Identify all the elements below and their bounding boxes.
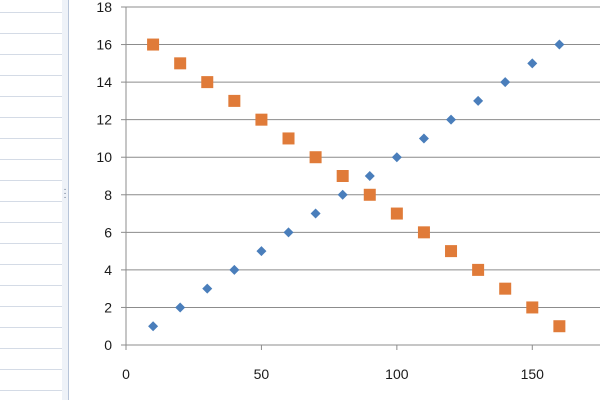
sheet-row-line xyxy=(0,285,62,286)
series-1-point xyxy=(500,77,511,88)
x-tick-label: 0 xyxy=(122,366,130,382)
series-2-point xyxy=(282,132,295,145)
series-1-point xyxy=(527,58,538,69)
x-tick-label: 100 xyxy=(385,366,409,382)
sheet-row-line xyxy=(0,138,62,139)
sheet-row-line xyxy=(0,327,62,328)
y-tick-label: 14 xyxy=(96,74,112,90)
series-2-point xyxy=(526,301,539,314)
sheet-row-line xyxy=(0,201,62,202)
sheet-row-line xyxy=(0,243,62,244)
series-2-point xyxy=(472,263,485,276)
y-tick-label: 0 xyxy=(104,337,112,353)
pane-splitter[interactable] xyxy=(62,0,69,400)
y-tick-label: 18 xyxy=(96,0,112,15)
sheet-row-line xyxy=(0,12,62,13)
series-2-point xyxy=(336,170,349,182)
sheet-row-line xyxy=(0,75,62,76)
gridlines xyxy=(121,6,600,350)
y-tick-label: 2 xyxy=(104,299,112,315)
series-1-point xyxy=(418,133,429,144)
series-2-point xyxy=(417,226,430,239)
series-2-point xyxy=(309,151,322,164)
series-2-point xyxy=(255,113,268,126)
series-2-point xyxy=(445,245,458,258)
series-1-point xyxy=(391,152,402,163)
y-tick-label: 6 xyxy=(104,224,112,240)
data-points xyxy=(147,38,566,333)
series-2-point xyxy=(390,207,403,220)
series-1-point xyxy=(256,246,267,257)
sheet-row-line xyxy=(0,117,62,118)
series-2-point xyxy=(147,38,160,51)
spreadsheet-columns xyxy=(0,0,63,400)
series-1-point xyxy=(283,227,294,238)
y-tick-label: 10 xyxy=(96,149,112,165)
sheet-row-line xyxy=(0,306,62,307)
series-1-point xyxy=(364,171,375,181)
y-tick-label: 4 xyxy=(104,262,112,278)
sheet-row-line xyxy=(0,264,62,265)
sheet-row-line xyxy=(0,369,62,370)
series-1-point xyxy=(148,321,159,332)
x-tick-label: 150 xyxy=(521,366,545,382)
series-1-point xyxy=(202,283,213,294)
x-tick-label: 50 xyxy=(254,366,270,382)
tick-labels: 0 2 4 6 8 10 12 14 16 18 0 50 100 150 xyxy=(96,0,544,382)
series-2-point xyxy=(201,76,214,89)
y-tick-label: 16 xyxy=(96,37,112,53)
sheet-row-line xyxy=(0,390,62,391)
y-tick-label: 8 xyxy=(104,187,112,203)
scatter-chart: 0 2 4 6 8 10 12 14 16 18 0 50 100 150 xyxy=(96,0,600,382)
sheet-row-line xyxy=(0,96,62,97)
series-2-point xyxy=(174,57,187,70)
series-1-point xyxy=(310,208,321,219)
sheet-row-line xyxy=(0,180,62,181)
sheet-row-line xyxy=(0,33,62,34)
series-1-point xyxy=(229,264,240,275)
series-2-point xyxy=(499,282,512,295)
series-2-point xyxy=(228,94,241,107)
series-2-point xyxy=(363,188,376,201)
sheet-row-line xyxy=(0,348,62,349)
series-1-point xyxy=(473,95,484,106)
y-tick-label: 12 xyxy=(96,112,112,128)
series-1-point xyxy=(175,302,186,313)
series-1-point xyxy=(446,114,457,125)
series-1-point xyxy=(337,189,348,200)
sheet-row-line xyxy=(0,222,62,223)
splitter-grip-icon[interactable]: · · · xyxy=(63,184,67,203)
series-1-point xyxy=(554,39,565,50)
sheet-row-line xyxy=(0,54,62,55)
sheet-row-line xyxy=(0,159,62,160)
series-2-point xyxy=(553,320,566,333)
